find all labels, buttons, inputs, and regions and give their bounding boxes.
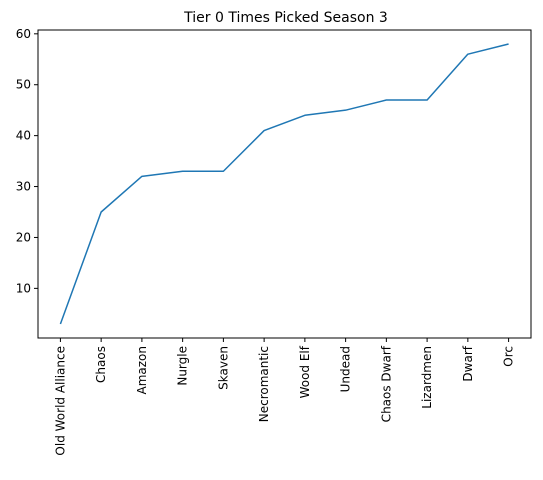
y-axis: 10 20 30 40 50 60 bbox=[16, 27, 38, 295]
x-tick-label: Orc bbox=[502, 346, 516, 367]
x-tick-label: Amazon bbox=[135, 346, 149, 395]
x-tick-label: Old World Alliance bbox=[53, 346, 67, 456]
x-tick-label: Chaos bbox=[94, 346, 108, 383]
y-tick-label: 60 bbox=[16, 27, 31, 41]
x-axis: Old World Alliance Chaos Amazon Nurgle Skave… bbox=[53, 338, 516, 456]
x-tick-label: Skaven bbox=[216, 346, 230, 390]
series-line bbox=[59, 43, 509, 325]
x-tick-label: Nurgle bbox=[176, 346, 190, 386]
x-tick-label: Dwarf bbox=[461, 345, 475, 381]
y-tick-label: 20 bbox=[16, 230, 31, 244]
x-tick-label: Undead bbox=[339, 346, 353, 392]
x-tick-label: Chaos Dwarf bbox=[379, 345, 393, 422]
y-tick-label: 40 bbox=[16, 129, 31, 143]
axes-frame bbox=[37, 29, 532, 339]
plot-area bbox=[59, 43, 509, 325]
x-tick-label: Necromantic bbox=[257, 346, 271, 422]
chart-title: Tier 0 Times Picked Season 3 bbox=[183, 10, 388, 26]
y-tick-label: 10 bbox=[16, 281, 31, 295]
x-tick-label: Lizardmen bbox=[420, 346, 434, 409]
y-tick-label: 30 bbox=[16, 180, 31, 194]
x-tick-label: Wood Elf bbox=[298, 345, 312, 398]
y-tick-label: 50 bbox=[16, 78, 31, 92]
